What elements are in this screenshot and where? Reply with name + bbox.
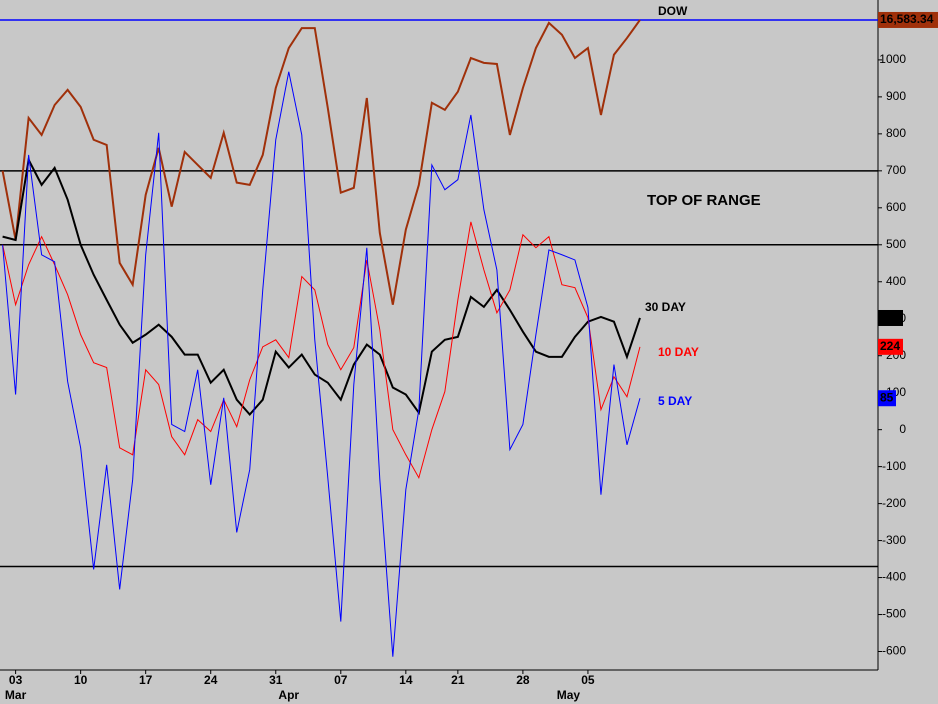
month-label: May [557, 688, 581, 702]
series-name: DOW [658, 4, 688, 18]
series-name: 5 DAY [658, 394, 692, 408]
x-tick-label: 24 [204, 673, 218, 687]
x-tick-label: 10 [74, 673, 88, 687]
x-tick-label: 14 [399, 673, 413, 687]
x-tick-label: 31 [269, 673, 283, 687]
end-label: 16,583.34 [880, 12, 934, 26]
month-label: Apr [278, 688, 299, 702]
end-label-box [878, 338, 903, 355]
y-tick-label: 900 [886, 89, 906, 103]
y-tick-label: -500 [882, 607, 906, 621]
series-name: 10 DAY [658, 345, 699, 359]
series-line [1, 19, 641, 305]
y-tick-label: -100 [882, 459, 906, 473]
y-tick-label: 500 [886, 237, 906, 251]
series-line [2, 71, 641, 657]
y-tick-label: -300 [882, 533, 906, 547]
month-label: Mar [5, 688, 27, 702]
x-tick-label: 07 [334, 673, 348, 687]
x-tick-label: 05 [581, 673, 595, 687]
end-label-box [878, 390, 896, 407]
end-label-box [878, 11, 938, 28]
y-tick-label: 800 [886, 126, 906, 140]
y-tick-label: 400 [886, 274, 906, 288]
series-name: 30 DAY [645, 300, 686, 314]
x-tick-label: 17 [139, 673, 153, 687]
end-label: 302 [880, 310, 900, 324]
y-tick-label: 700 [886, 163, 906, 177]
end-label: 85 [880, 390, 894, 404]
y-tick-label: 1000 [879, 52, 906, 66]
x-tick-label: 03 [9, 673, 23, 687]
y-tick-label: -200 [882, 496, 906, 510]
end-label: 224 [880, 339, 900, 353]
y-tick-label: -600 [882, 644, 906, 658]
y-tick-label: 600 [886, 200, 906, 214]
x-tick-label: 21 [451, 673, 465, 687]
series-line [2, 221, 641, 480]
y-tick-label: 0 [899, 422, 906, 436]
y-tick-label: -400 [882, 570, 906, 584]
end-label-box [878, 309, 903, 326]
x-tick-label: 28 [516, 673, 530, 687]
annotation: TOP OF RANGE [647, 192, 761, 209]
